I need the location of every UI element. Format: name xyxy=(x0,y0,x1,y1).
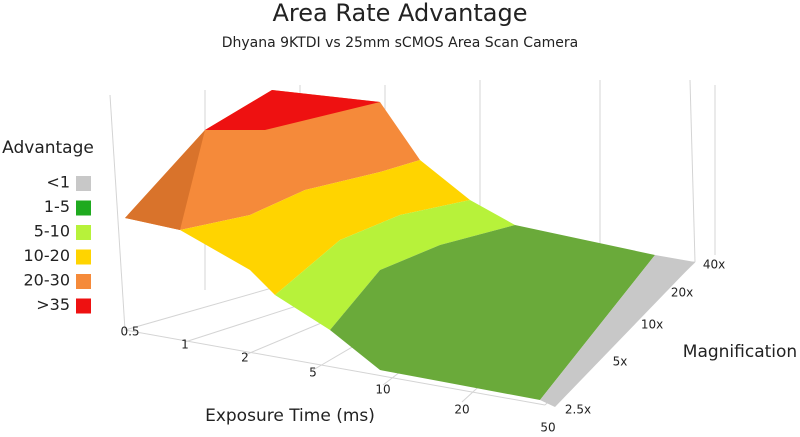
x-tick-label: 50 xyxy=(540,421,555,434)
depth-tick-label: 20x xyxy=(671,286,693,300)
surface xyxy=(125,90,695,407)
y-axis-label: Magnification xyxy=(683,342,797,362)
legend-swatch xyxy=(76,176,91,191)
x-axis-label: Exposure Time (ms) xyxy=(205,406,375,426)
legend-swatch xyxy=(76,249,91,265)
depth-tick-label: 2.5x xyxy=(565,403,591,417)
legend-label: 1-5 xyxy=(44,197,70,216)
chart-subtitle: Dhyana 9KTDI vs 25mm sCMOS Area Scan Cam… xyxy=(222,35,579,51)
chart-title: Area Rate Advantage xyxy=(273,0,528,27)
x-tick-label: 0.5 xyxy=(120,325,139,339)
x-tick-label: 1 xyxy=(181,338,189,352)
legend-swatch xyxy=(76,298,91,314)
legend-label: 5-10 xyxy=(34,222,70,241)
x-tick-label: 2 xyxy=(241,351,249,365)
depth-tick-label: 40x xyxy=(703,258,725,272)
legend-label: 10-20 xyxy=(24,246,71,265)
x-tick-label: 5 xyxy=(309,366,317,380)
legend-label: 20-30 xyxy=(24,271,71,290)
x-tick-label: 20 xyxy=(454,403,469,417)
legend-title: Advantage xyxy=(2,138,94,158)
depth-tick-label: 5x xyxy=(613,355,628,369)
x-tick-label: 10 xyxy=(375,383,390,397)
legend-swatch xyxy=(76,274,91,289)
legend-swatch xyxy=(76,225,91,240)
depth-tick-label: 10x xyxy=(641,318,663,332)
legend-label: <1 xyxy=(46,173,70,192)
legend-swatch xyxy=(76,200,91,216)
legend-label: >35 xyxy=(36,295,70,314)
